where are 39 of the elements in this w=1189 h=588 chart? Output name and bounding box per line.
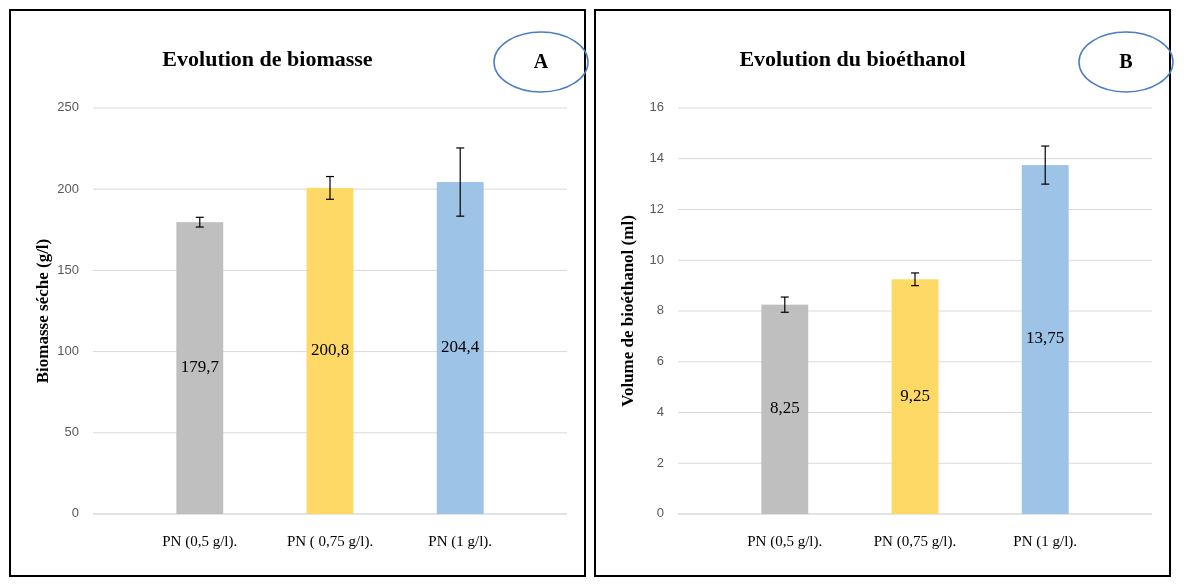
x-tick-label: PN (0,5 g/l). bbox=[162, 533, 238, 550]
y-axis-title: Biomasse séche (g/l) bbox=[33, 238, 52, 384]
x-tick-label: PN ( 0,75 g/l). bbox=[286, 533, 374, 550]
y-tick-label: 10 bbox=[649, 251, 664, 267]
y-tick-label: 100 bbox=[57, 343, 79, 359]
y-tick-label: 0 bbox=[71, 505, 79, 521]
y-tick-label: 14 bbox=[649, 150, 664, 166]
data-label: 13,75 bbox=[1026, 328, 1065, 348]
data-label: 8,25 bbox=[769, 398, 800, 418]
x-tick-label: PN (0,5 g/l). bbox=[747, 533, 823, 550]
data-label: 179,7 bbox=[180, 356, 220, 376]
chart-title: Evolution de biomasse bbox=[162, 46, 373, 71]
text: B bbox=[1119, 50, 1133, 72]
bar bbox=[761, 304, 809, 514]
x-tick-label: PN (1 g/l). bbox=[1013, 533, 1078, 550]
y-tick-label: 2 bbox=[656, 454, 664, 470]
y-tick-label: 12 bbox=[649, 200, 664, 216]
bar bbox=[436, 182, 484, 514]
y-tick-label: 200 bbox=[57, 180, 79, 196]
y-tick-label: 6 bbox=[656, 353, 664, 369]
y-tick-label: 50 bbox=[64, 424, 79, 440]
data-label: 200,8 bbox=[310, 339, 350, 359]
y-axis-title: Volume de bioéthanol (ml) bbox=[618, 215, 637, 407]
x-tick-label: PN (0,75 g/l). bbox=[873, 533, 957, 550]
data-label: 204,4 bbox=[441, 336, 480, 356]
y-tick-label: 250 bbox=[57, 99, 79, 115]
y-tick-label: 0 bbox=[656, 505, 664, 521]
y-tick-label: 4 bbox=[656, 403, 664, 419]
y-tick-label: 8 bbox=[656, 302, 664, 318]
bar bbox=[176, 222, 224, 514]
bar bbox=[1021, 165, 1069, 514]
bar bbox=[891, 279, 939, 514]
data-label: 9,25 bbox=[900, 385, 930, 405]
text: A bbox=[533, 50, 549, 72]
x-tick-label: PN (1 g/l). bbox=[428, 533, 493, 550]
y-tick-label: 150 bbox=[57, 261, 79, 277]
y-tick-label: 16 bbox=[649, 99, 664, 115]
chart-title: Evolution du bioéthanol bbox=[739, 46, 966, 71]
bar bbox=[306, 187, 354, 514]
